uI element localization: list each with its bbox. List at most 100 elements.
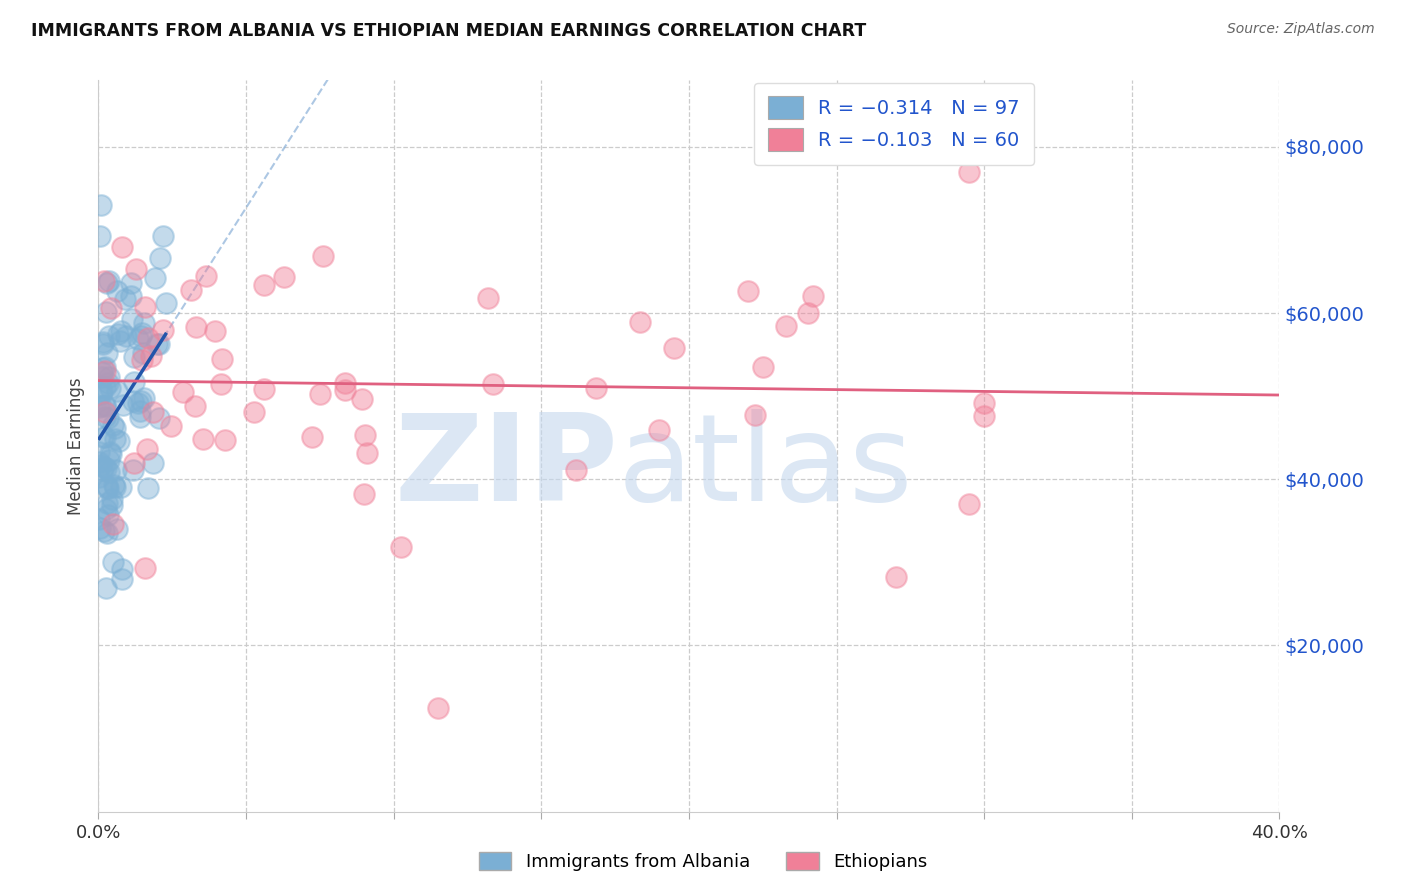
Point [89,229,111,244]
Point [96,496,118,510]
Point [96,304,118,318]
Point [93,459,115,474]
Point [152,229,174,244]
Point [628,315,651,329]
Point [101,517,124,532]
Point [959,497,981,511]
Legend: R = −0.314   N = 97, R = −0.103   N = 60: R = −0.314 N = 97, R = −0.103 N = 60 [754,83,1033,164]
Point [427,701,450,715]
Point [335,383,357,397]
Point [111,572,134,586]
Point [128,404,150,418]
Legend: Immigrants from Albania, Ethiopians: Immigrants from Albania, Ethiopians [471,845,935,879]
Point [91,430,114,444]
Point [797,305,820,319]
Point [301,429,323,443]
Point [481,376,503,391]
Point [273,270,295,285]
Point [105,284,128,298]
Point [122,394,145,409]
Point [89,521,111,535]
Point [195,269,218,284]
Point [96,502,118,516]
Point [103,418,125,433]
Point [129,328,152,343]
Point [350,392,373,406]
Point [115,328,138,343]
Point [125,262,148,277]
Point [662,341,685,355]
Point [120,289,142,303]
Point [91,463,114,477]
Point [243,405,266,419]
Point [136,481,159,495]
Text: Source: ZipAtlas.com: Source: ZipAtlas.com [1227,22,1375,37]
Point [93,274,115,288]
Point [96,346,118,360]
Point [959,164,981,178]
Point [180,283,202,297]
Point [89,512,111,526]
Point [148,411,170,425]
Point [155,296,177,310]
Text: IMMIGRANTS FROM ALBANIA VS ETHIOPIAN MEDIAN EARNINGS CORRELATION CHART: IMMIGRANTS FROM ALBANIA VS ETHIOPIAN MED… [31,22,866,40]
Point [96,461,118,475]
Point [134,300,156,314]
Point [565,463,588,477]
Point [93,334,115,349]
Point [94,364,117,378]
Point [94,409,117,424]
Point [127,332,149,346]
Point [389,540,412,554]
Point [100,301,122,316]
Point [98,328,121,343]
Point [98,465,121,479]
Point [98,444,121,458]
Point [973,396,995,410]
Point [100,447,122,461]
Point [142,456,165,470]
Point [585,382,607,396]
Point [183,399,205,413]
Point [354,428,377,442]
Point [209,376,232,391]
Point [105,384,128,399]
Point [477,291,499,305]
Point [108,434,131,449]
Point [146,337,169,351]
Point [98,452,121,467]
Point [120,276,142,290]
Point [103,555,125,569]
Point [136,331,159,345]
Point [353,487,375,501]
Point [309,386,332,401]
Point [775,319,797,334]
Point [97,481,120,495]
Point [211,351,233,366]
Point [111,562,134,576]
Point [311,249,333,263]
Point [90,198,112,212]
Point [884,570,907,584]
Point [94,360,117,375]
Point [129,394,152,409]
Point [142,405,165,419]
Point [335,376,357,390]
Point [122,350,145,364]
Point [104,433,127,447]
Point [172,385,194,400]
Point [90,366,112,380]
Point [94,380,117,394]
Point [90,399,112,413]
Point [89,470,111,484]
Point [94,405,117,419]
Point [131,326,153,340]
Point [89,445,111,459]
Point [253,383,276,397]
Point [127,396,149,410]
Point [91,337,114,351]
Point [214,433,236,447]
Y-axis label: Median Earnings: Median Earnings [67,377,86,515]
Point [89,455,111,469]
Point [89,401,111,415]
